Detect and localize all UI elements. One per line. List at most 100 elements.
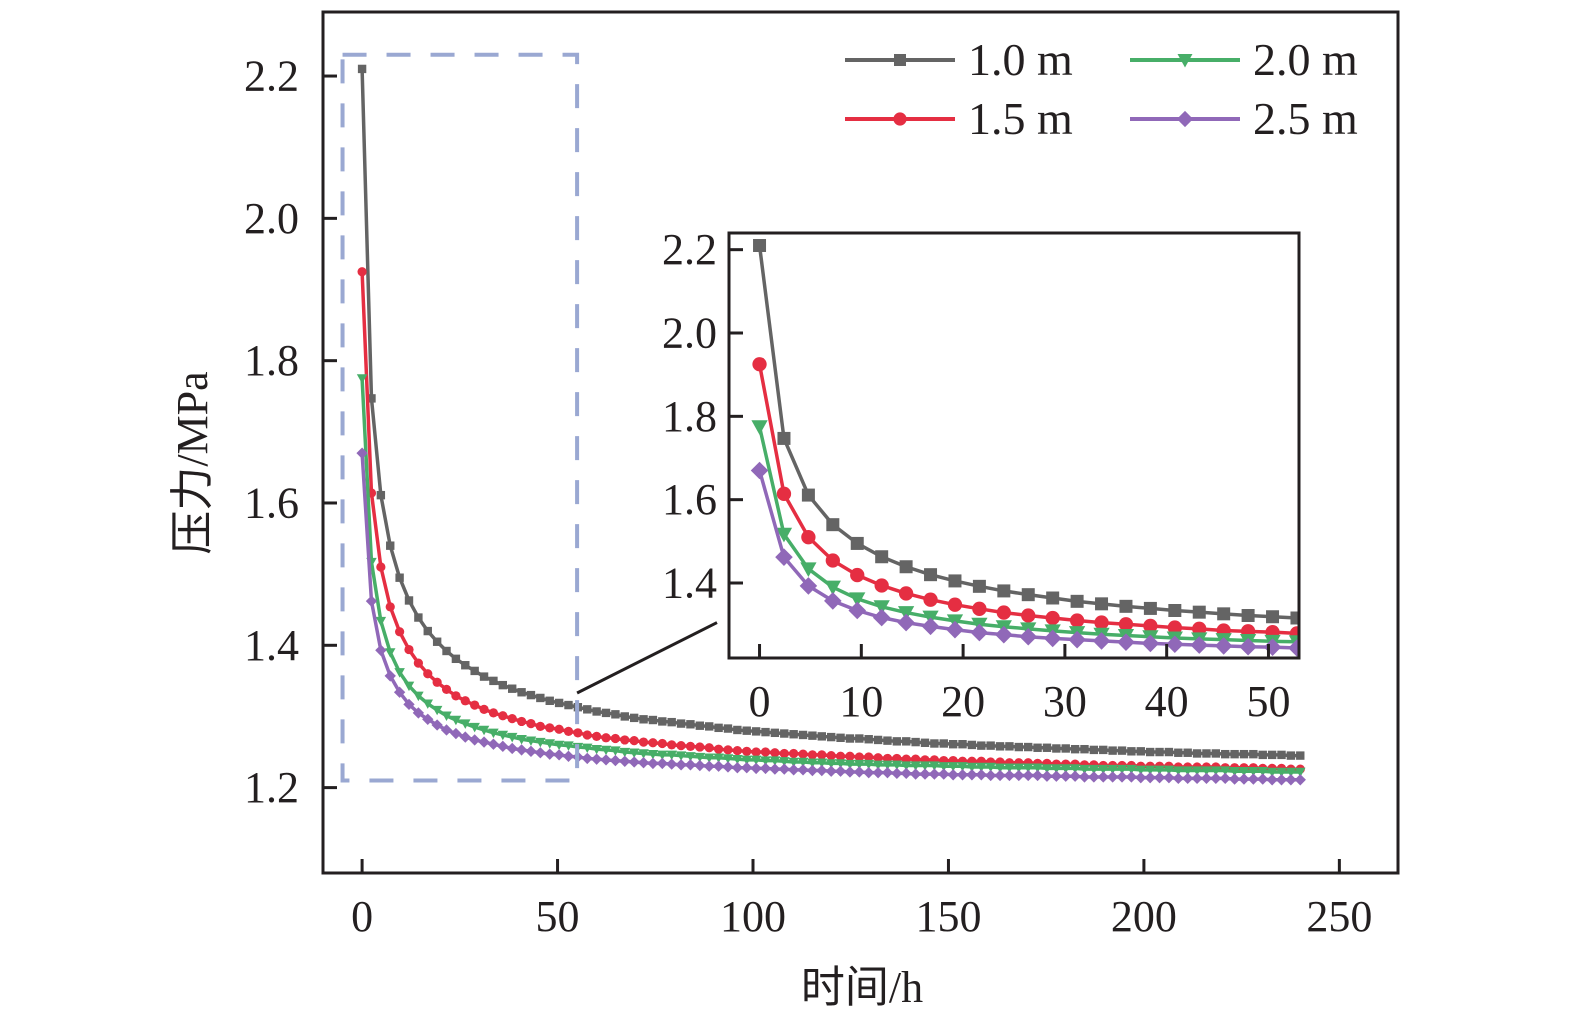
main-point	[722, 761, 734, 773]
main-point	[1022, 769, 1034, 782]
legend: 1.0 m 1.5 m 2.0 m 2.5 m	[845, 34, 1358, 144]
main-point	[450, 727, 462, 740]
main-point	[797, 757, 809, 768]
zoom-region-box	[340, 52, 580, 783]
main-point	[638, 737, 649, 747]
main-point	[422, 713, 434, 725]
main-point	[788, 757, 799, 768]
inset-point	[1217, 607, 1231, 621]
y-axis-title: 压力/MPa	[168, 371, 217, 554]
main-point	[713, 753, 724, 763]
main-point	[938, 762, 950, 772]
main-point	[948, 740, 958, 749]
legend-label: 2.5 m	[1253, 93, 1358, 144]
main-point	[619, 755, 631, 767]
main-point	[854, 752, 864, 762]
main-point	[535, 737, 546, 748]
main-point	[1004, 763, 1015, 773]
main-point	[883, 736, 892, 745]
main-point	[1228, 773, 1241, 785]
main-point	[1210, 766, 1222, 776]
main-point	[686, 720, 695, 729]
main-point	[1136, 747, 1145, 756]
main-y-tick-label: 2.2	[244, 52, 299, 101]
main-point	[705, 722, 714, 731]
inset-series-1-0m	[753, 239, 1299, 625]
main-point	[394, 627, 405, 637]
inset-series-1-5m	[752, 357, 1328, 641]
inset-point	[1314, 627, 1328, 641]
main-point	[1258, 750, 1267, 760]
main-point	[1239, 749, 1249, 759]
main-point	[741, 762, 753, 774]
main-point	[732, 754, 743, 765]
inset-x-tick-label: 30	[1043, 677, 1087, 726]
main-point	[1266, 767, 1278, 778]
inset-x-tick-label: 0	[749, 677, 771, 726]
legend-label: 1.0 m	[968, 34, 1073, 85]
main-point	[835, 759, 846, 769]
inset-point	[1288, 639, 1299, 657]
inset-point	[1092, 632, 1111, 650]
main-point	[1174, 748, 1183, 757]
legend-label: 2.0 m	[1253, 34, 1358, 85]
main-point	[1266, 774, 1278, 786]
main-point	[357, 267, 367, 277]
main-point	[770, 728, 780, 738]
main-y-tick-label: 1.4	[244, 621, 299, 670]
main-point	[1211, 749, 1221, 758]
main-point	[395, 573, 404, 582]
inset-point	[1117, 633, 1135, 651]
inset-point	[1214, 637, 1233, 655]
legend-label: 1.5 m	[968, 93, 1073, 144]
main-x-tick-label: 50	[536, 892, 580, 941]
inset-point	[1313, 636, 1329, 651]
main-point	[365, 595, 378, 607]
main-point	[506, 732, 518, 743]
main-point	[930, 739, 939, 748]
inset-point	[1019, 627, 1038, 646]
main-point	[742, 746, 752, 756]
inset-point	[1045, 610, 1060, 626]
main-point	[1099, 745, 1108, 755]
inset-point	[1313, 640, 1331, 658]
main-point	[1097, 771, 1109, 783]
main-point	[403, 698, 415, 711]
main-point	[733, 725, 742, 735]
main-point	[1200, 772, 1213, 785]
inset-x-tick-label: 20	[941, 677, 985, 726]
inset-point	[1239, 637, 1257, 656]
main-point	[648, 715, 658, 725]
main-point	[910, 761, 921, 771]
main-point	[459, 731, 471, 743]
main-point	[891, 767, 903, 780]
main-point	[1089, 745, 1099, 755]
main-point	[798, 730, 808, 740]
inset-point	[899, 560, 913, 574]
main-point	[807, 750, 818, 760]
main-point	[929, 761, 940, 771]
main-point	[1088, 771, 1100, 783]
inset-point	[1167, 620, 1182, 635]
inset-point	[1168, 604, 1182, 617]
main-point	[675, 751, 687, 761]
main-point	[1013, 763, 1025, 773]
main-point	[423, 669, 433, 679]
main-point	[1052, 744, 1061, 753]
main-point	[742, 726, 751, 735]
main-point	[422, 699, 434, 709]
main-point	[1098, 764, 1109, 775]
main-point	[442, 646, 451, 656]
main-point	[787, 764, 800, 776]
main-point	[629, 713, 639, 723]
main-point	[563, 726, 574, 737]
main-point	[1144, 771, 1156, 784]
main-point	[600, 745, 612, 756]
main-point	[780, 729, 789, 738]
main-point	[545, 696, 554, 705]
main-point	[694, 759, 706, 772]
main-point	[545, 723, 555, 733]
main-point	[394, 668, 405, 678]
main-point	[1060, 764, 1071, 774]
main-point	[750, 755, 762, 766]
